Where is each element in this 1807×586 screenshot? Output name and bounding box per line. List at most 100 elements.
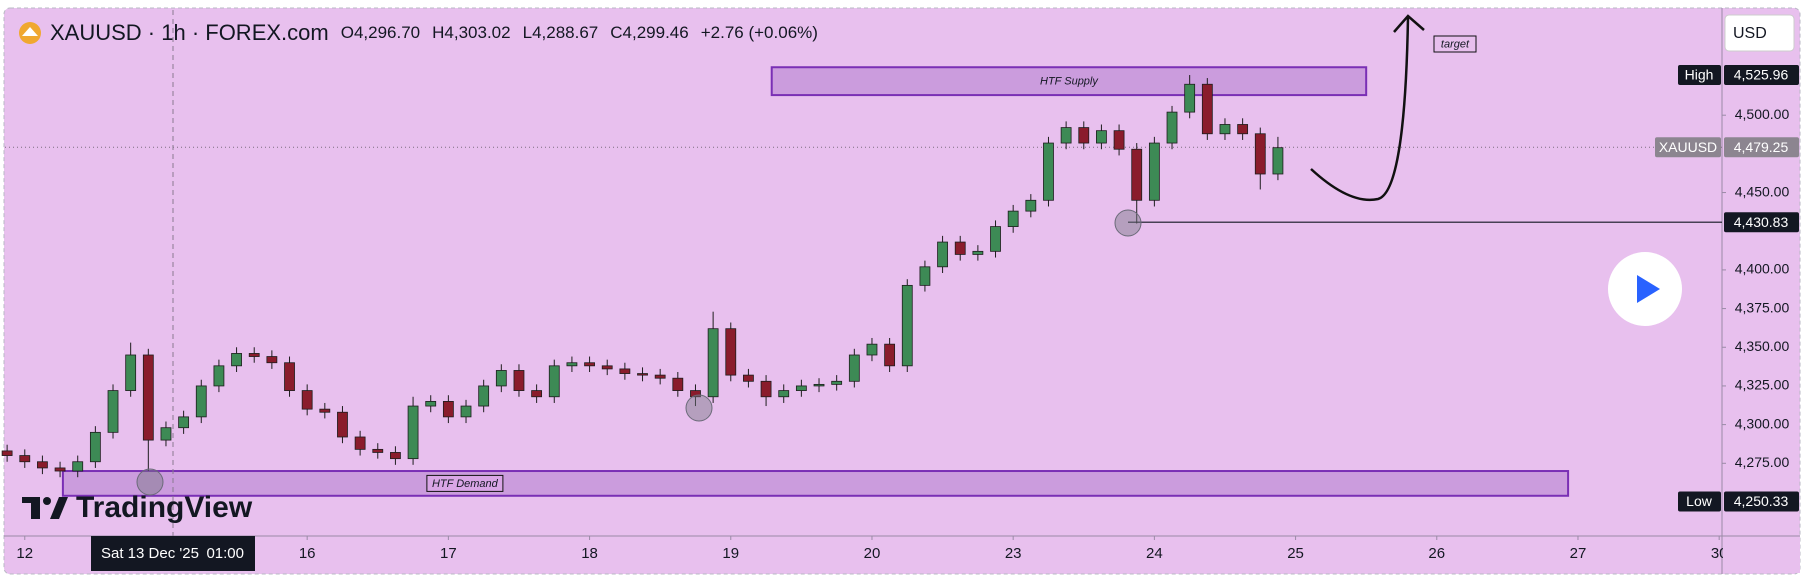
candle-body — [390, 452, 401, 460]
candle-body — [125, 354, 137, 391]
y-tick-label: 4,500.00 — [1735, 106, 1790, 122]
candle-body — [707, 328, 719, 398]
candle-body — [1254, 133, 1266, 175]
x-tick-label: 23 — [1005, 545, 1022, 562]
candle-body — [1078, 127, 1090, 144]
candle-body — [1113, 130, 1125, 150]
price-label-name: High — [1685, 67, 1714, 83]
logo-part — [43, 497, 51, 505]
x-tick-label: 24 — [1146, 545, 1163, 562]
candle-body — [990, 226, 1001, 252]
y-tick-label: 4,325.00 — [1735, 377, 1790, 393]
symbol: XAUUSD · 1h · FOREX.com — [50, 20, 329, 45]
crosshair-time: 01:00 — [206, 545, 244, 562]
target-arrow — [1310, 16, 1410, 202]
candle-body — [548, 365, 560, 398]
candle-body — [1007, 210, 1019, 227]
candle-body — [142, 354, 154, 441]
candle-body — [531, 390, 543, 398]
candle-body — [248, 353, 260, 357]
candle-body — [1, 450, 13, 456]
ohlc-value: 4,296.70 — [354, 23, 420, 42]
zone — [61, 470, 1570, 497]
ohlc-key: H — [432, 23, 444, 42]
candle-body — [1043, 142, 1054, 201]
candle-body — [266, 356, 278, 364]
ohlc-value: 4,303.02 — [444, 23, 510, 42]
x-tick-label: 16 — [299, 545, 316, 562]
x-tick-label: 12 — [16, 545, 33, 562]
candle-body — [407, 405, 419, 460]
candle-body — [425, 401, 437, 407]
marker-circle — [1114, 209, 1142, 237]
plot: HTF Supply HTF Demand — [1, 66, 1722, 497]
candle-body — [513, 370, 525, 391]
candle-body — [442, 401, 454, 418]
candle-body — [319, 408, 331, 413]
price-label: 4,250.33 — [1734, 493, 1789, 509]
candle-body — [937, 241, 948, 268]
candle-body — [919, 266, 931, 286]
candle-body — [813, 383, 825, 387]
watermark: TradingView — [76, 491, 253, 524]
header: XAUUSD · 1h · FOREX.com O4,296.70 H4,303.0… — [50, 20, 818, 45]
x-tick-label: 27 — [1570, 545, 1587, 562]
zone-label-box — [426, 474, 504, 492]
candle-body — [1060, 127, 1072, 144]
candle-body — [1166, 111, 1178, 144]
ohlc-key: O — [341, 23, 354, 42]
price-label: 4,479.25 — [1734, 139, 1789, 155]
price-label-name-box — [1678, 491, 1721, 512]
zone — [770, 66, 1368, 97]
candle-body — [372, 448, 384, 453]
change: +2.76 (+0.06%) — [701, 23, 818, 42]
y-tick-label: 4,300.00 — [1735, 415, 1790, 431]
y-tick-label: 4,400.00 — [1735, 261, 1790, 277]
price-label-name: XAUUSD — [1659, 139, 1717, 155]
y-tick-label: 4,275.00 — [1735, 454, 1790, 470]
price-label-name: Low — [1686, 493, 1713, 509]
price-label-box — [1724, 212, 1799, 233]
candle-body — [1096, 130, 1107, 144]
candle-body — [954, 241, 966, 255]
candle-body — [972, 250, 984, 255]
candle-body — [690, 390, 701, 398]
candle-body — [213, 365, 225, 387]
price-label: 4,525.96 — [1734, 67, 1789, 83]
candle-body — [72, 461, 84, 472]
price-label-box — [1724, 491, 1799, 512]
candle-body — [89, 431, 101, 463]
candle-body — [566, 362, 578, 367]
crosshair-label-box — [91, 536, 255, 571]
candle-body — [866, 343, 878, 356]
crosshair-date: Sat 13 Dec '25 — [101, 545, 199, 562]
candle-body — [884, 343, 896, 367]
candle-body — [601, 365, 613, 370]
candle-body — [107, 390, 119, 433]
candle-body — [337, 411, 348, 438]
target-label: target — [1441, 38, 1470, 50]
ohlc-key: C — [610, 23, 622, 42]
currency-label: USD — [1733, 25, 1767, 42]
candle-body — [160, 427, 172, 441]
watermark-logo — [22, 497, 68, 519]
candle-body — [19, 455, 31, 463]
candle-body — [743, 374, 754, 382]
x-tick-label: 26 — [1428, 545, 1445, 562]
candle-body — [654, 374, 666, 379]
axis-corner — [1723, 537, 1800, 573]
x-tick-label: 17 — [440, 545, 457, 562]
candle-body — [848, 354, 860, 382]
candle-body — [460, 405, 472, 418]
logo-part — [50, 497, 68, 519]
candle-body — [354, 436, 366, 450]
candle-body — [478, 385, 490, 407]
candle-body — [1131, 148, 1143, 201]
zone-label: HTF Supply — [1040, 76, 1099, 88]
price-label-name-box — [1655, 137, 1721, 158]
currency-box[interactable] — [1724, 14, 1795, 52]
x-tick-label: 20 — [864, 545, 881, 562]
candle-body — [178, 416, 190, 429]
zone-label: HTF Demand — [432, 478, 499, 490]
target-arrow-head — [1393, 14, 1425, 33]
